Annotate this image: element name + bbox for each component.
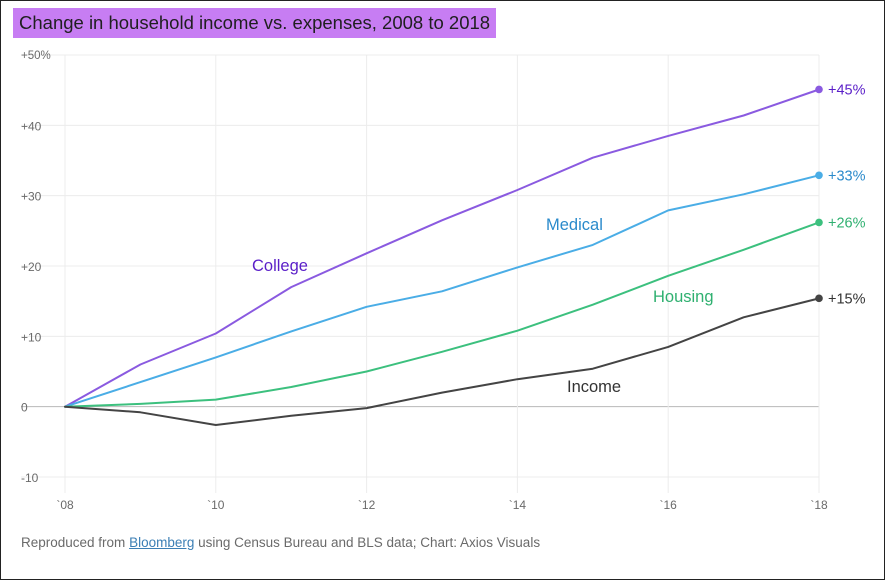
y-tick-label: +40 [21,119,42,133]
x-tick-label: `16 [660,498,678,512]
series-name-label: College [252,257,308,275]
series-end-label: +15% [828,291,866,307]
x-tick-label: `18 [810,498,828,512]
series-name-label: Income [567,378,621,396]
source-note: Reproduced from Bloomberg using Census B… [21,535,540,550]
series-name-label: Medical [546,216,603,234]
series-end-point [815,218,823,227]
series-end-point [815,85,823,94]
x-tick-label: `08 [56,498,74,512]
series-end-point [815,171,823,180]
series-end-label: +33% [828,168,866,184]
source-prefix: Reproduced from [21,535,130,550]
source-suffix: using Census Bureau and BLS data; Chart:… [194,535,541,550]
x-tick-label: `14 [509,498,527,512]
series-end-label: +26% [828,215,866,231]
y-tick-label: +30 [21,190,42,204]
y-tick-label: +20 [21,260,42,274]
series-end-label: +45% [828,82,866,98]
source-link[interactable]: Bloomberg [129,535,195,550]
series-line [64,221,820,408]
series-line [64,88,820,408]
x-tick-label: `12 [358,498,376,512]
y-tick-label: +50% [21,50,51,62]
y-tick-label: -10 [21,471,39,485]
series-end-point [815,294,823,303]
chart-title: Change in household income vs. expenses,… [13,8,497,38]
series-line [64,297,820,426]
y-tick-label: +10 [21,330,42,344]
y-tick-label: 0 [21,401,28,415]
series-line [64,174,820,408]
x-tick-label: `10 [207,498,225,512]
series-name-label: Housing [653,288,714,306]
